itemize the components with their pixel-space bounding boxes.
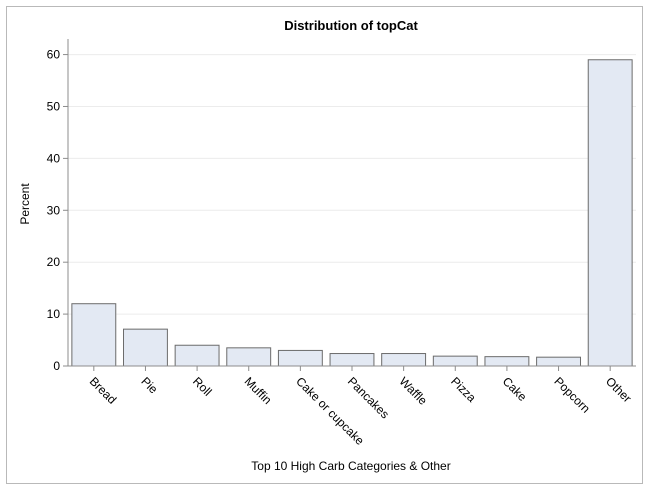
bar-cake: [484, 356, 530, 367]
y-tick-label: 20: [47, 255, 61, 269]
x-tick-label: Cake: [500, 374, 530, 404]
x-axis-label: Top 10 High Carb Categories & Other: [251, 459, 450, 473]
x-tick-label: Pancakes: [345, 374, 392, 421]
grid-lines: [68, 54, 636, 315]
bars: [71, 59, 633, 367]
axes: [67, 39, 636, 367]
y-tick-label: 40: [47, 151, 61, 165]
bar-pizza: [432, 355, 478, 367]
x-tick-label: Pie: [138, 374, 160, 396]
bar-waffle: [381, 353, 427, 367]
y-tick-label: 30: [47, 203, 61, 217]
y-tick-label: 0: [53, 359, 60, 373]
x-tick-label: Pizza: [448, 374, 479, 405]
bar-pie: [123, 328, 168, 367]
x-tick-label: Roll: [190, 374, 215, 399]
x-tick-label: Other: [603, 374, 634, 405]
x-tick-label: Bread: [87, 374, 120, 407]
y-tick-label: 10: [47, 307, 61, 321]
bar-other: [587, 59, 633, 367]
x-tick-label: Popcorn: [551, 374, 593, 416]
bar-muffin: [226, 347, 272, 367]
bar-bread: [71, 303, 117, 367]
bar-pancakes: [329, 353, 375, 367]
x-tick-label: Muffin: [242, 374, 275, 407]
bar-popcorn: [536, 356, 581, 367]
y-tick-label: 50: [47, 99, 61, 113]
y-ticks: 0 10 20 30 40 50 60: [47, 48, 68, 373]
chart-title: Distribution of topCat: [284, 18, 418, 33]
bar-cake-or-cupcake: [277, 349, 323, 367]
x-tick-label: Waffle: [397, 374, 431, 408]
x-ticks: Bread Pie Roll Muffin Cake or cupcakePancake…: [87, 366, 634, 448]
chart-frame: [6, 6, 643, 484]
y-axis-label: Percent: [18, 183, 32, 225]
bar-roll: [174, 344, 220, 367]
y-tick-label: 60: [47, 48, 61, 62]
